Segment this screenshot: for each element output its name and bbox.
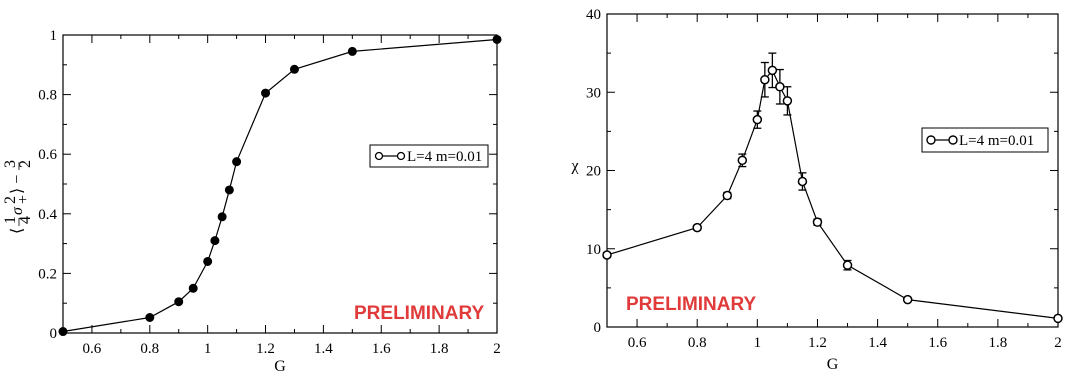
- right-series-markers: [602, 65, 1063, 324]
- left-y-tick-label: 0.6: [38, 147, 57, 163]
- right-watermark: PRELIMINARY: [626, 294, 757, 315]
- left-data-point: [289, 64, 299, 74]
- left-x-tick-label: 1.4: [314, 341, 333, 357]
- right-data-point: [797, 176, 808, 187]
- left-data-point: [203, 256, 213, 266]
- left-y-tick-label: 0: [50, 326, 58, 342]
- right-data-point: [1053, 313, 1063, 324]
- left-y-tick-labels: 0 0.2 0.4 0.6 0.8 1: [38, 28, 57, 342]
- left-y-axis-label: ⟨ 1 4 σ 2 + ⟩ − 3 2: [2, 160, 34, 234]
- left-x-tick-label: 0.8: [140, 341, 159, 357]
- right-x-tick-label: 1.2: [808, 335, 827, 351]
- left-x-tick-label: 1.8: [430, 341, 449, 357]
- right-legend-marker: [926, 135, 936, 145]
- left-ylabel-sub: +: [15, 195, 32, 204]
- left-data-point: [217, 212, 227, 222]
- left-ylabel-den2: 2: [17, 160, 34, 168]
- left-ylabel-close: ⟩ −: [9, 175, 26, 194]
- left-data-point: [58, 327, 68, 337]
- right-y-tick-label: 0: [594, 320, 602, 336]
- left-ylabel-den: 4: [17, 216, 34, 224]
- right-x-tick-label: 0.8: [688, 335, 707, 351]
- right-data-point: [842, 260, 853, 270]
- left-legend-marker: [374, 151, 384, 161]
- right-y-tick-labels: 0 10 20 30 40: [586, 7, 601, 336]
- right-x-tick-label: 2: [1054, 335, 1062, 351]
- left-data-point: [232, 157, 242, 167]
- right-data-point: [775, 82, 785, 92]
- left-x-axis-label: G: [274, 358, 286, 375]
- left-data-point: [174, 297, 184, 307]
- left-data-point: [492, 34, 502, 44]
- right-y-tick-label: 30: [586, 85, 601, 101]
- left-legend-marker: [396, 151, 406, 161]
- left-data-point: [224, 185, 234, 195]
- left-ylabel-num: 1: [2, 216, 19, 224]
- right-data-point: [812, 217, 823, 227]
- right-data-point: [722, 190, 733, 201]
- left-legend-box: [369, 144, 489, 168]
- right-x-tick-label: 1: [754, 335, 762, 351]
- right-legend-label: L=4 m=0.01: [959, 133, 1034, 149]
- right-error-bars: [603, 52, 1062, 320]
- right-panel: 0.6 0.8 1 1.2 1.4 1.6 1.8 2 0 10 20 30 40 G χ L=4 m…: [570, 7, 1063, 373]
- left-data-point: [145, 313, 155, 323]
- left-watermark: PRELIMINARY: [354, 303, 485, 324]
- right-series-line: [606, 69, 1059, 319]
- left-data-point: [261, 88, 271, 98]
- right-data-point: [902, 294, 913, 305]
- left-y-tick-label: 0.2: [38, 266, 57, 282]
- left-x-tick-label: 1: [204, 341, 212, 357]
- right-data-point: [782, 96, 793, 106]
- left-x-tick-labels: 0.6 0.8 1 1.2 1.4 1.6 1.8 2: [83, 341, 501, 357]
- right-axis-ticks: [606, 13, 1059, 328]
- right-y-tick-label: 20: [586, 164, 601, 180]
- left-x-tick-label: 0.6: [83, 341, 102, 357]
- right-y-tick-label: 10: [586, 242, 601, 258]
- right-x-tick-labels: 0.6 0.8 1 1.2 1.4 1.6 1.8 2: [628, 335, 1062, 351]
- right-y-tick-label: 40: [586, 7, 601, 23]
- left-data-point: [188, 283, 198, 293]
- right-data-point: [760, 74, 770, 85]
- left-x-tick-label: 1.6: [372, 341, 391, 357]
- left-x-tick-label: 1.2: [256, 341, 275, 357]
- left-series-line: [62, 38, 498, 333]
- right-data-point: [692, 222, 702, 233]
- right-x-tick-label: 1.6: [928, 335, 947, 351]
- left-x-tick-label: 2: [493, 341, 501, 357]
- right-x-tick-label: 1.4: [868, 335, 887, 351]
- left-axis-ticks: [62, 34, 498, 334]
- right-data-point: [602, 250, 612, 260]
- right-data-point: [767, 65, 778, 76]
- right-x-tick-label: 0.6: [628, 335, 647, 351]
- left-ylabel-sup: 2: [2, 196, 19, 204]
- left-series-markers: [58, 34, 502, 337]
- left-ylabel-open: ⟨: [9, 228, 26, 234]
- right-y-axis-label: χ: [570, 158, 579, 175]
- left-legend-label: L=4 m=0.01: [407, 149, 482, 165]
- right-x-tick-label: 1.8: [988, 335, 1007, 351]
- right-x-axis-label: G: [827, 356, 839, 373]
- left-legend: L=4 m=0.01: [369, 144, 489, 168]
- right-plot-frame: [606, 13, 1059, 328]
- left-data-point: [210, 236, 220, 246]
- left-ylabel-num2: 3: [2, 160, 19, 168]
- left-y-tick-label: 0.8: [38, 88, 57, 104]
- left-ylabel-sigma: σ: [9, 206, 26, 215]
- right-legend-marker: [948, 135, 958, 145]
- right-legend: L=4 m=0.01: [921, 127, 1049, 153]
- left-y-tick-label: 1: [50, 28, 58, 44]
- left-panel: 0.6 0.8 1 1.2 1.4 1.6 1.8 2 0 0.2 0.4 0.6 0.8 1 G ⟨ …: [2, 28, 502, 375]
- left-y-tick-label: 0.4: [38, 207, 57, 223]
- right-data-point: [752, 114, 763, 125]
- left-plot-frame: [62, 34, 498, 334]
- left-data-point: [347, 46, 357, 56]
- right-data-point: [737, 155, 748, 166]
